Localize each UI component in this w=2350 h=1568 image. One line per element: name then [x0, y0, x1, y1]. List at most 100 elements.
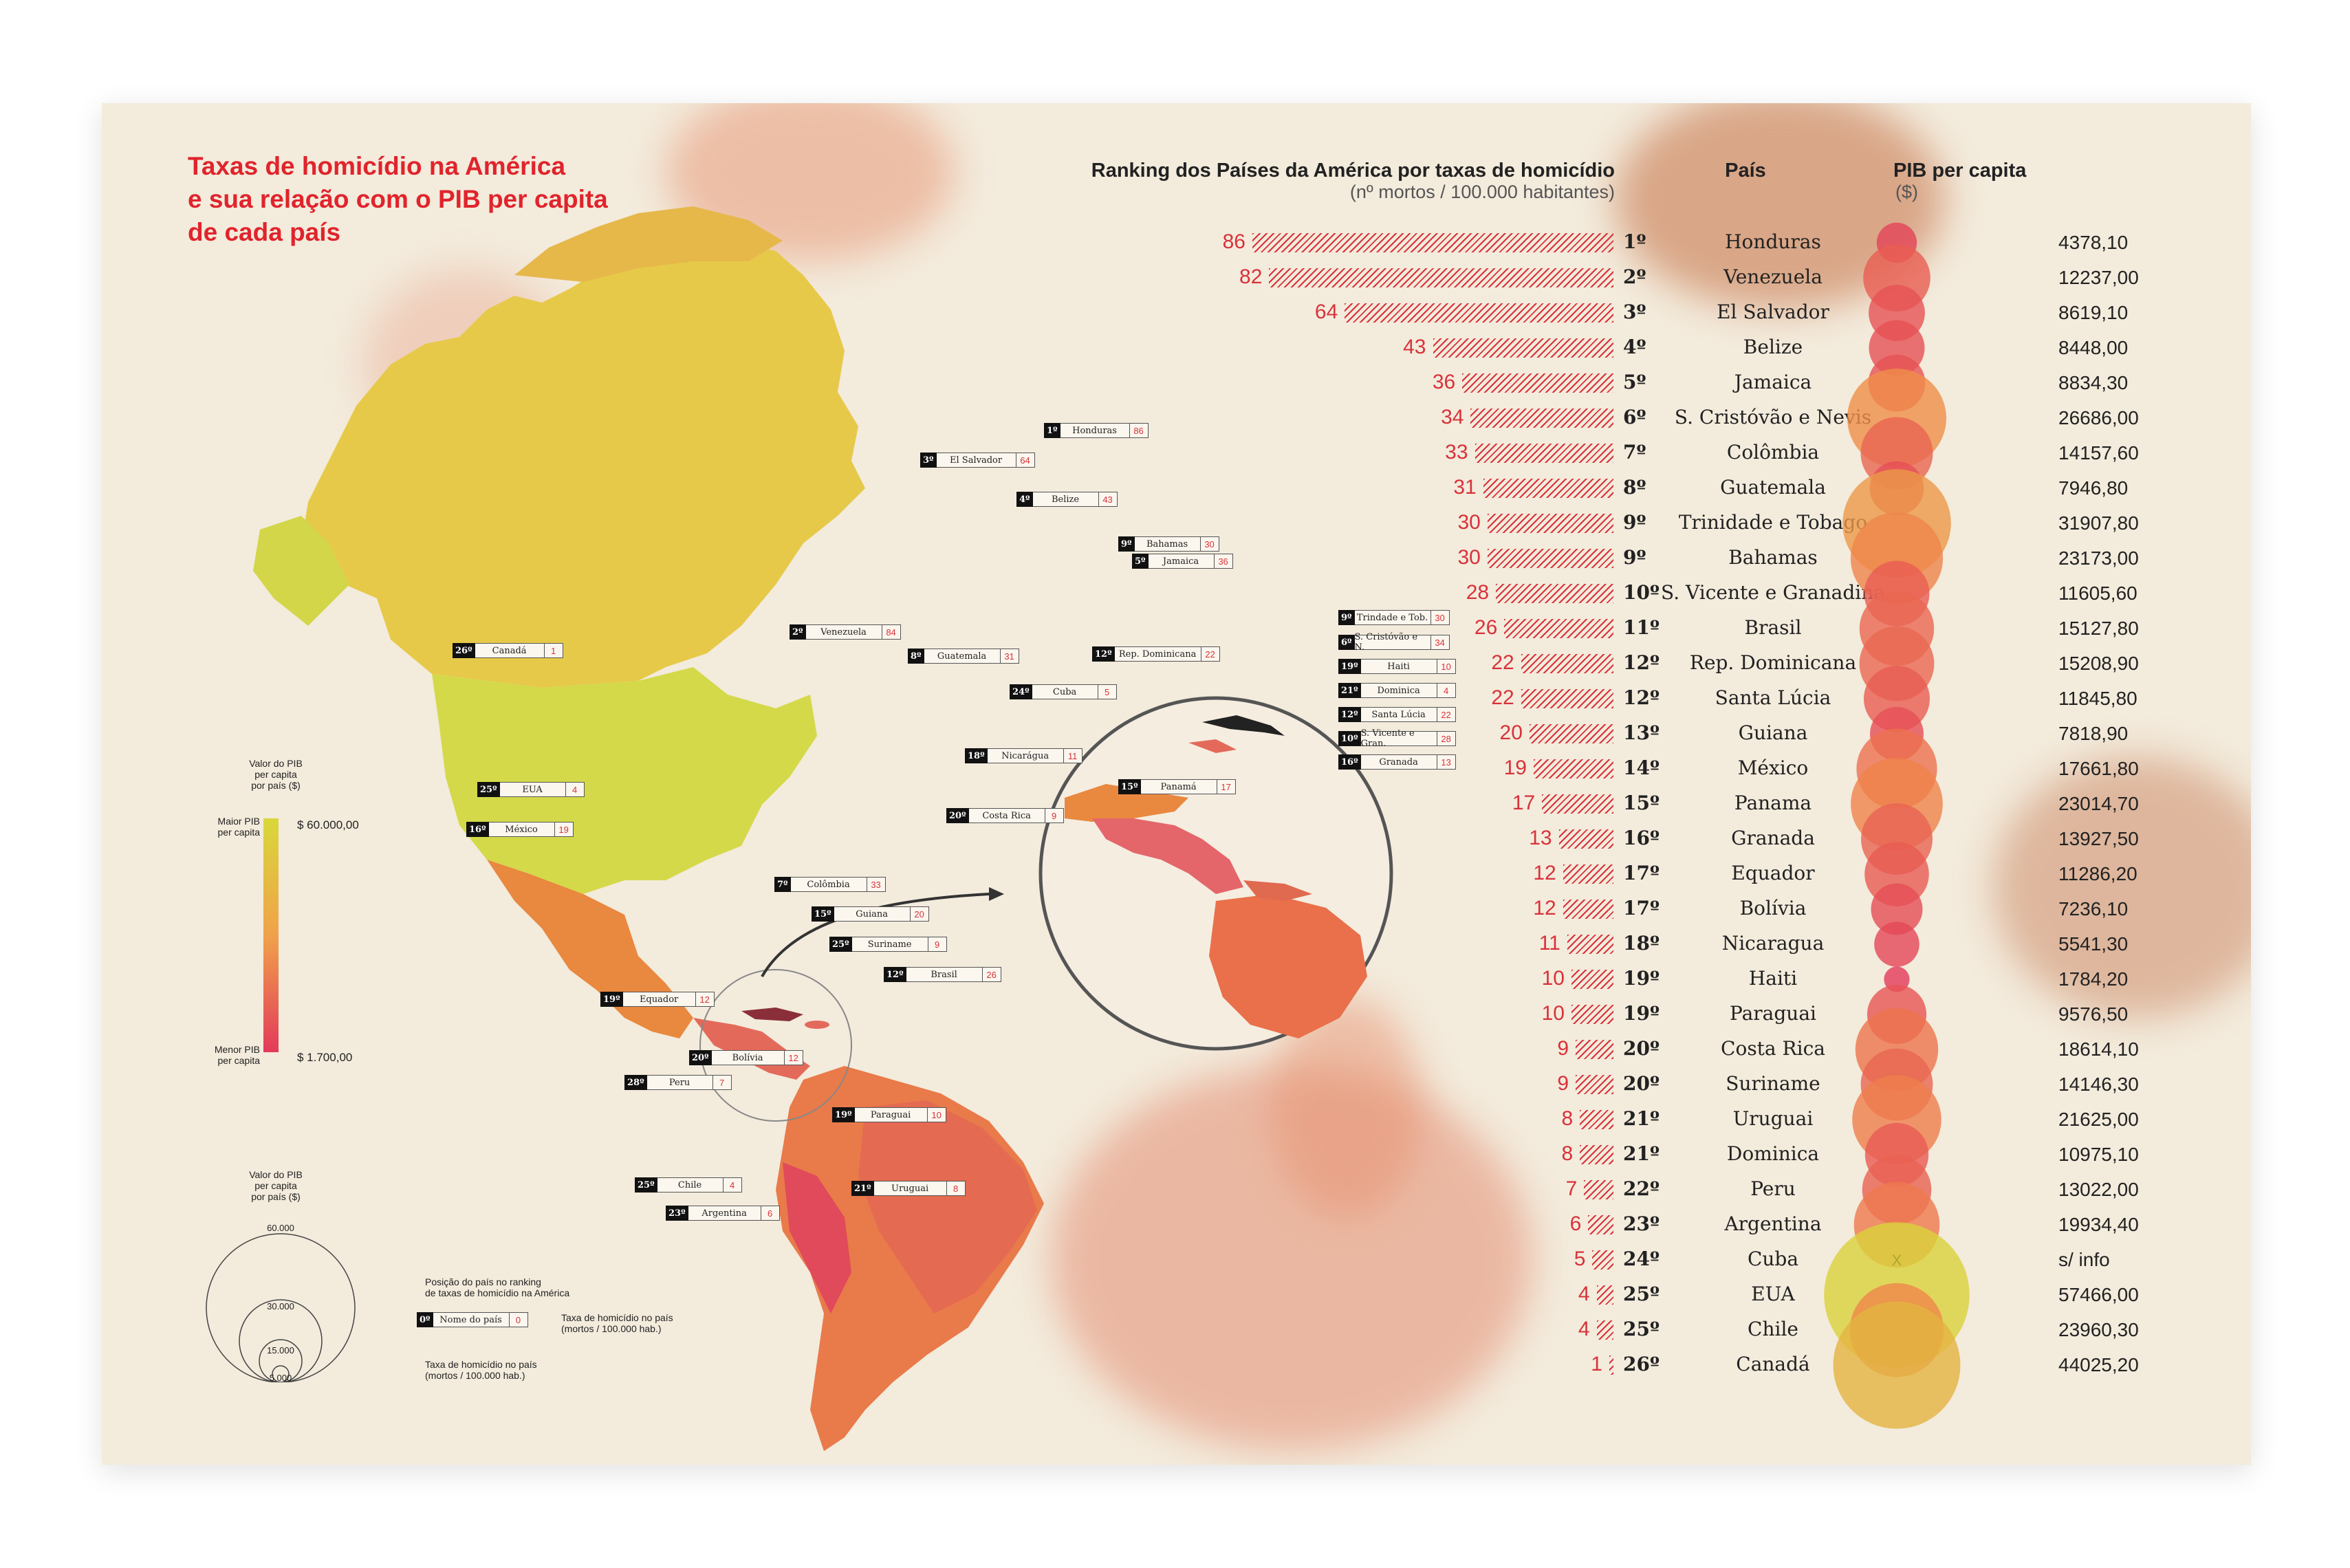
country-name: Argentina [1724, 1212, 1822, 1235]
map-label-country: Honduras [1060, 423, 1130, 438]
country-name: Canadá [1736, 1353, 1810, 1375]
legend-min-value: $ 1.700,00 [297, 1051, 353, 1064]
rate-bar [1475, 444, 1613, 463]
map-country-label: 10º S. Vicente e Gran. 28 [1338, 728, 1456, 749]
legend-circle-value: 5.000 [269, 1373, 292, 1383]
rank-label: 25º [1623, 1318, 1660, 1340]
map-country-label: 19º Haiti 10 [1338, 659, 1456, 674]
rate-value: 9 [1557, 1072, 1569, 1095]
map-label-rank: 15º [1118, 779, 1141, 794]
gdp-value: 23014,70 [2058, 793, 2139, 814]
rate-bar [1483, 479, 1613, 498]
rank-label: 19º [1623, 967, 1660, 990]
gdp-value: 1784,20 [2058, 968, 2129, 990]
legend-circle-value: 30.000 [267, 1301, 294, 1311]
map-label-rank: 5º [1132, 554, 1149, 569]
rate-value: 4 [1578, 1318, 1590, 1340]
rank-label: 1º [1623, 230, 1646, 253]
rate-bar [1496, 584, 1613, 603]
rate-value: 43 [1403, 336, 1426, 358]
map-country-label: 12º Santa Lúcia 22 [1338, 707, 1456, 722]
map-label-country: Peru [646, 1075, 713, 1090]
map-label-rank: 3º [920, 453, 937, 468]
map-label-country: Costa Rica [968, 808, 1045, 823]
map-usa [432, 667, 817, 894]
rate-bar [1487, 549, 1613, 568]
map-label-country: Bahamas [1134, 536, 1201, 552]
map-label-rank: 28º [624, 1075, 647, 1090]
map-label-rate: 17 [1217, 779, 1236, 794]
rate-bar [1571, 970, 1613, 989]
rate-value: 13 [1529, 827, 1552, 849]
rank-label: 19º [1623, 1002, 1660, 1025]
country-name: Guiana [1738, 721, 1808, 744]
gdp-value: 11605,60 [2058, 582, 2137, 604]
map-label-country: El Salvador [936, 453, 1016, 468]
map-country-label: 21º Uruguai 8 [851, 1181, 966, 1196]
rate-value: 6 [1569, 1212, 1582, 1235]
rank-label: 9º [1623, 546, 1646, 569]
rank-label: 16º [1623, 827, 1660, 849]
map-label-rank: 7º [774, 877, 791, 892]
map-label-country: S. Vicente e Gran. [1360, 728, 1437, 749]
map-label-rank: 4º [1016, 492, 1033, 507]
legend-min-label: Menor PIB per capita [214, 1044, 260, 1066]
gdp-value: 7818,90 [2058, 723, 2129, 744]
map-arctic-islands [514, 206, 783, 282]
map-label-rank: 15º [812, 906, 834, 922]
map-inset [1038, 696, 1393, 1051]
map-country-label: 8º Guatemala 31 [908, 649, 1019, 664]
map-label-rank: 24º [1010, 684, 1032, 699]
rate-value: 26 [1474, 616, 1498, 639]
map-label-rank: 25º [829, 937, 852, 952]
country-name: México [1737, 756, 1809, 779]
map-label-rate: 43 [1098, 492, 1118, 507]
map-country-label: 12º Rep. Dominicana 22 [1092, 646, 1220, 662]
map-country-label: 23º Argentina 6 [666, 1206, 780, 1221]
infographic-poster: Taxas de homicídio na América e sua rela… [102, 103, 2251, 1465]
map-canada [305, 234, 865, 688]
map-label-rate: 84 [882, 624, 901, 640]
rank-label: 5º [1623, 371, 1646, 393]
map-label-rate: 30 [1430, 610, 1450, 625]
rank-label: 21º [1623, 1107, 1660, 1130]
rank-label: 22º [1623, 1177, 1660, 1200]
gdp-value: 13022,00 [2058, 1179, 2139, 1200]
map-label-country: Rep. Dominicana [1114, 646, 1201, 662]
map-label-rank: 12º [1092, 646, 1115, 662]
map-country-label: 3º El Salvador 64 [920, 453, 1035, 468]
map-label-country: Chile [657, 1177, 724, 1193]
country-name: Bolívia [1739, 897, 1807, 919]
rate-bar [1584, 1180, 1613, 1199]
map-label-rate: 7 [712, 1075, 732, 1090]
rate-bar [1269, 268, 1613, 287]
gdp-value: 15127,80 [2058, 618, 2139, 639]
rate-bar [1580, 1110, 1613, 1129]
rank-label: 6º [1623, 406, 1646, 428]
gdp-value: 57466,00 [2058, 1284, 2139, 1305]
rank-label: 12º [1623, 686, 1660, 709]
rate-bar [1504, 619, 1613, 638]
rate-bar [1252, 233, 1613, 252]
map-label-rate: 20 [910, 906, 929, 922]
rate-bar [1487, 514, 1613, 533]
map-label-rate: 4 [565, 782, 585, 797]
rate-value: 4 [1578, 1283, 1590, 1305]
map-label-rate: 64 [1016, 453, 1035, 468]
country-name: Brasil [1744, 616, 1802, 639]
country-name: Jamaica [1734, 371, 1812, 393]
map-label-rate: 4 [723, 1177, 742, 1193]
rate-value: 30 [1457, 511, 1481, 534]
map-alaska [253, 516, 349, 626]
rank-label: 26º [1623, 1353, 1660, 1375]
rank-label: 18º [1623, 932, 1660, 955]
rank-label: 3º [1623, 301, 1646, 323]
gdp-value: 15208,90 [2058, 653, 2139, 674]
gdp-value: 5541,30 [2058, 933, 2129, 955]
rank-label: 23º [1623, 1212, 1660, 1235]
map-country-label: 25º EUA 4 [477, 782, 585, 797]
map-label-country: Canadá [475, 643, 545, 658]
country-name: Venezuela [1723, 265, 1823, 288]
map-country-label: 26º Canadá 1 [453, 643, 563, 658]
map-label-rate: 10 [927, 1107, 946, 1122]
